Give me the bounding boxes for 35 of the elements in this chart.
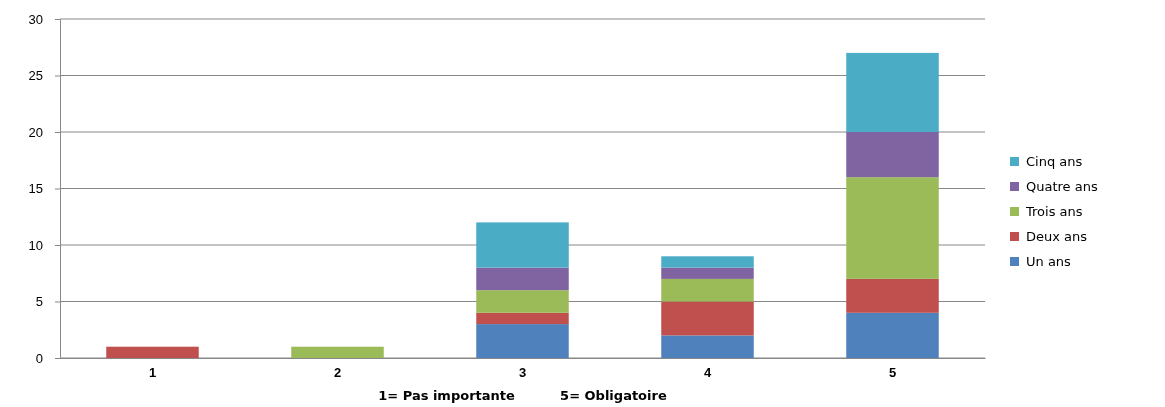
x-tick-label: 4 [703, 365, 712, 381]
bar [661, 256, 754, 268]
bar [476, 290, 569, 313]
y-tick-label: 20 [28, 124, 43, 140]
x-tick-label: 1 [148, 365, 157, 381]
bar [846, 52, 939, 132]
bar [846, 177, 939, 279]
bar [661, 301, 754, 336]
bar [661, 278, 754, 302]
x-tick-label: 3 [518, 365, 527, 381]
legend-label: Deux ans [1026, 229, 1088, 244]
legend-label: Quatre ans [1026, 179, 1098, 194]
y-tick-label: 25 [28, 68, 43, 84]
bar [846, 132, 939, 178]
y-tick-label: 0 [35, 350, 43, 366]
bar [661, 267, 754, 279]
bar [476, 324, 569, 358]
legend-label: Trois ans [1025, 204, 1083, 219]
bar [846, 312, 939, 358]
bar [661, 335, 754, 358]
y-tick-label: 15 [28, 181, 43, 197]
x-tick-label: 2 [333, 365, 342, 381]
bar [476, 222, 569, 268]
bar [291, 346, 384, 358]
bar [476, 312, 569, 325]
bar [106, 346, 199, 358]
y-tick-label: 5 [35, 294, 43, 310]
y-tick-label: 30 [28, 11, 43, 27]
legend-label: Un ans [1026, 254, 1072, 269]
bar [476, 267, 569, 291]
legend-label: Cinq ans [1026, 154, 1083, 169]
x-axis-title: 1= Pas importante 5= Obligatoire [378, 388, 667, 403]
y-tick-label: 10 [28, 237, 43, 253]
x-tick-label: 5 [888, 365, 897, 381]
bar [846, 278, 939, 313]
